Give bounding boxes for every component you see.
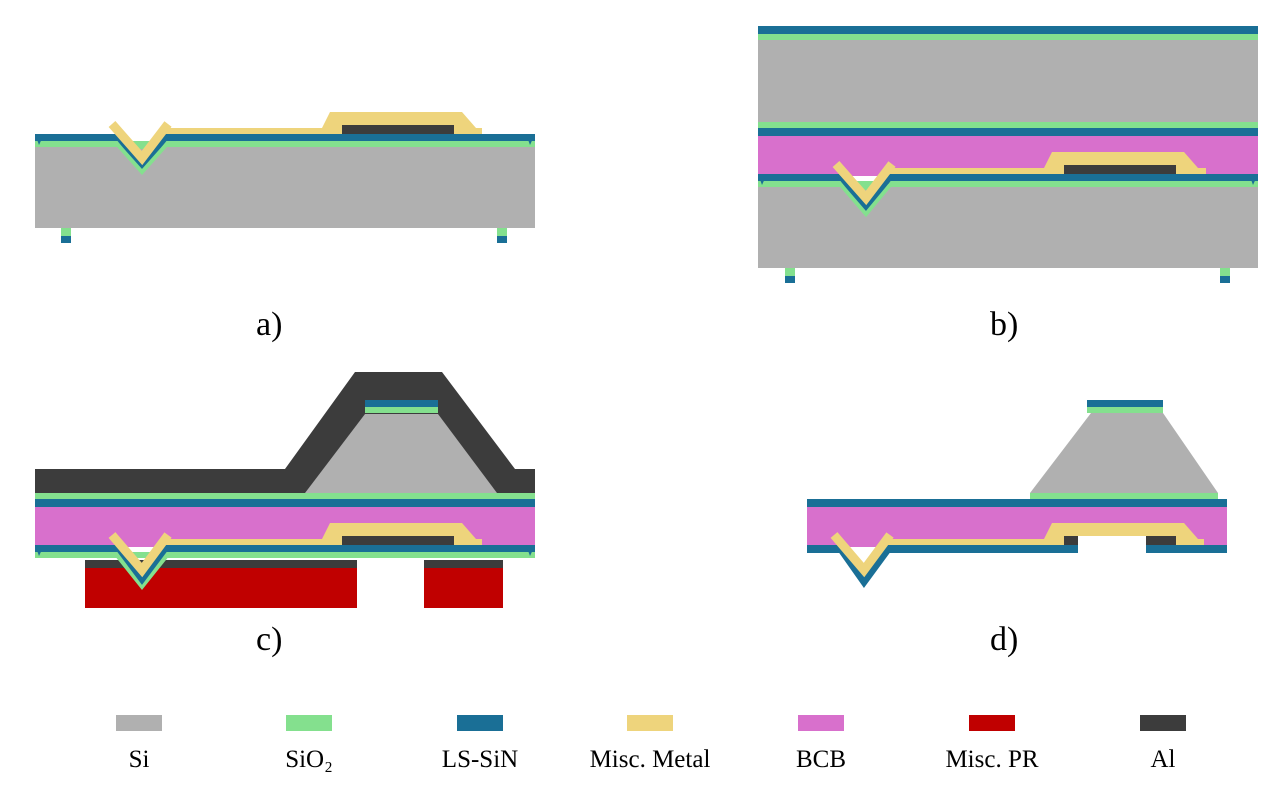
metal-pad <box>322 112 476 128</box>
edge-notch-left <box>35 545 44 556</box>
legend-label-pr: Misc. PR <box>945 746 1038 773</box>
al-pad <box>342 125 454 134</box>
top-lssin <box>758 26 1258 34</box>
v-groove-lssin <box>838 173 893 214</box>
v-groove-sio2-liner <box>116 554 168 591</box>
legend-label-lssin: LS-SiN <box>442 746 518 773</box>
legend-label-sio2: SiO₂ <box>285 746 333 773</box>
sio2-swatch <box>286 715 332 731</box>
backside-lssin-left <box>785 276 795 283</box>
legend: Si SiO₂ LS-SiN Misc. Metal BCB Misc. PR Al <box>116 715 1186 773</box>
panel-label-d: d) <box>990 621 1018 658</box>
backside-sio2-right <box>1220 268 1230 276</box>
backside-lssin-right <box>1220 276 1230 283</box>
top-sio2 <box>758 34 1258 40</box>
sio2-layer <box>35 141 535 147</box>
edge-notch-right <box>526 545 535 556</box>
mesa-top-sio2 <box>1087 407 1163 413</box>
metal-trace <box>882 539 1204 545</box>
si-mesa <box>305 414 497 493</box>
mesa-top-lssin <box>1087 400 1163 407</box>
metal-pad <box>1044 523 1198 539</box>
mesa-top-lssin <box>365 400 438 407</box>
lssin-layer-lower-right <box>162 545 535 552</box>
lssin-layer-right <box>886 174 1258 181</box>
lssin-layer-lower-mid <box>882 545 1078 553</box>
backside-sio2-right <box>497 228 507 236</box>
top-wafer-lssin-lower <box>758 128 1258 136</box>
panel-label-a: a) <box>256 306 282 343</box>
edge-notch-left <box>35 134 44 145</box>
backside-lssin-right <box>497 236 507 243</box>
al-pad-left <box>1064 536 1078 545</box>
edge-notch-right <box>1249 174 1258 185</box>
metal-trace-v <box>108 532 172 578</box>
panel-a: a) <box>35 112 535 343</box>
al-swatch <box>1140 715 1186 731</box>
si-mesa <box>1030 413 1218 493</box>
bottom-si-substrate <box>758 186 1258 268</box>
mesa-top-sio2 <box>365 407 438 413</box>
metal-trace-v <box>108 121 172 166</box>
backside-sio2-left <box>785 268 795 276</box>
legend-label-al: Al <box>1151 746 1176 773</box>
metal-pad <box>322 523 476 539</box>
al-backside-strip-left <box>85 560 357 568</box>
sio2-layer <box>758 181 1258 187</box>
metal-trace-v <box>830 532 894 578</box>
panel-label-c: c) <box>256 621 282 658</box>
lssin-layer-lower-right <box>1146 545 1227 553</box>
top-wafer-sio2-lower <box>758 122 1258 128</box>
legend-label-metal: Misc. Metal <box>590 746 711 773</box>
si-substrate <box>35 146 535 228</box>
lssin-layer-lower-left <box>807 545 847 553</box>
pr-block-left <box>85 568 357 608</box>
top-si-wafer <box>758 40 1258 122</box>
lssin-layer-lower-left <box>35 545 122 552</box>
v-groove-lssin <box>837 545 892 588</box>
backside-sio2-left <box>61 228 71 236</box>
lssin-layer-left <box>35 134 122 141</box>
metal-trace-v <box>832 161 896 206</box>
metal-swatch <box>627 715 673 731</box>
edge-notch-left <box>758 174 767 185</box>
panel-b: b) <box>758 26 1258 343</box>
backside-lssin-left <box>61 236 71 243</box>
legend-label-si: Si <box>129 746 150 773</box>
pr-block-right <box>424 568 503 608</box>
lssin-layer-right <box>162 134 535 141</box>
lssin-layer-left <box>758 174 844 181</box>
metal-pad <box>1044 152 1198 168</box>
panel-label-b: b) <box>990 306 1018 343</box>
al-pad <box>342 536 454 545</box>
al-backside-strip-right <box>424 560 503 568</box>
panel-c: c) <box>35 372 535 658</box>
al-pad-right <box>1146 536 1176 545</box>
panel-d: d) <box>807 400 1227 658</box>
sio2-layer-upper <box>35 493 535 499</box>
mesa-base-sio2 <box>1030 493 1218 499</box>
metal-trace <box>884 168 1206 174</box>
metal-trace <box>160 539 482 545</box>
sio2-layer-lower <box>35 552 535 558</box>
v-groove-sio2-liner <box>839 183 892 218</box>
metal-trace <box>160 128 482 134</box>
si-swatch <box>116 715 162 731</box>
pad-opening <box>1078 536 1146 556</box>
pr-swatch <box>969 715 1015 731</box>
bcb-swatch <box>798 715 844 731</box>
lssin-layer-upper <box>807 499 1227 507</box>
edge-notch-right <box>526 134 535 145</box>
al-pad <box>1064 165 1176 174</box>
legend-label-bcb: BCB <box>796 746 846 773</box>
v-groove-sio2-liner <box>116 143 168 176</box>
lssin-layer-upper <box>35 499 535 507</box>
lssin-swatch <box>457 715 503 731</box>
